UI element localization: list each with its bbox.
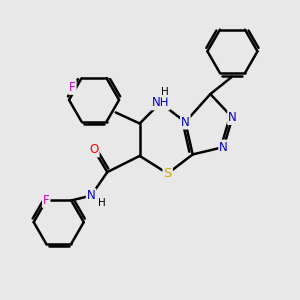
Text: H: H: [161, 87, 169, 97]
Text: N: N: [181, 116, 190, 128]
Text: N: N: [219, 141, 228, 154]
Text: N: N: [228, 111, 237, 124]
Text: N: N: [87, 189, 95, 202]
Text: F: F: [43, 194, 50, 207]
Text: F: F: [69, 81, 76, 94]
Text: S: S: [164, 167, 172, 180]
Text: O: O: [89, 143, 99, 157]
Text: H: H: [98, 198, 105, 208]
Text: NH: NH: [152, 96, 169, 110]
